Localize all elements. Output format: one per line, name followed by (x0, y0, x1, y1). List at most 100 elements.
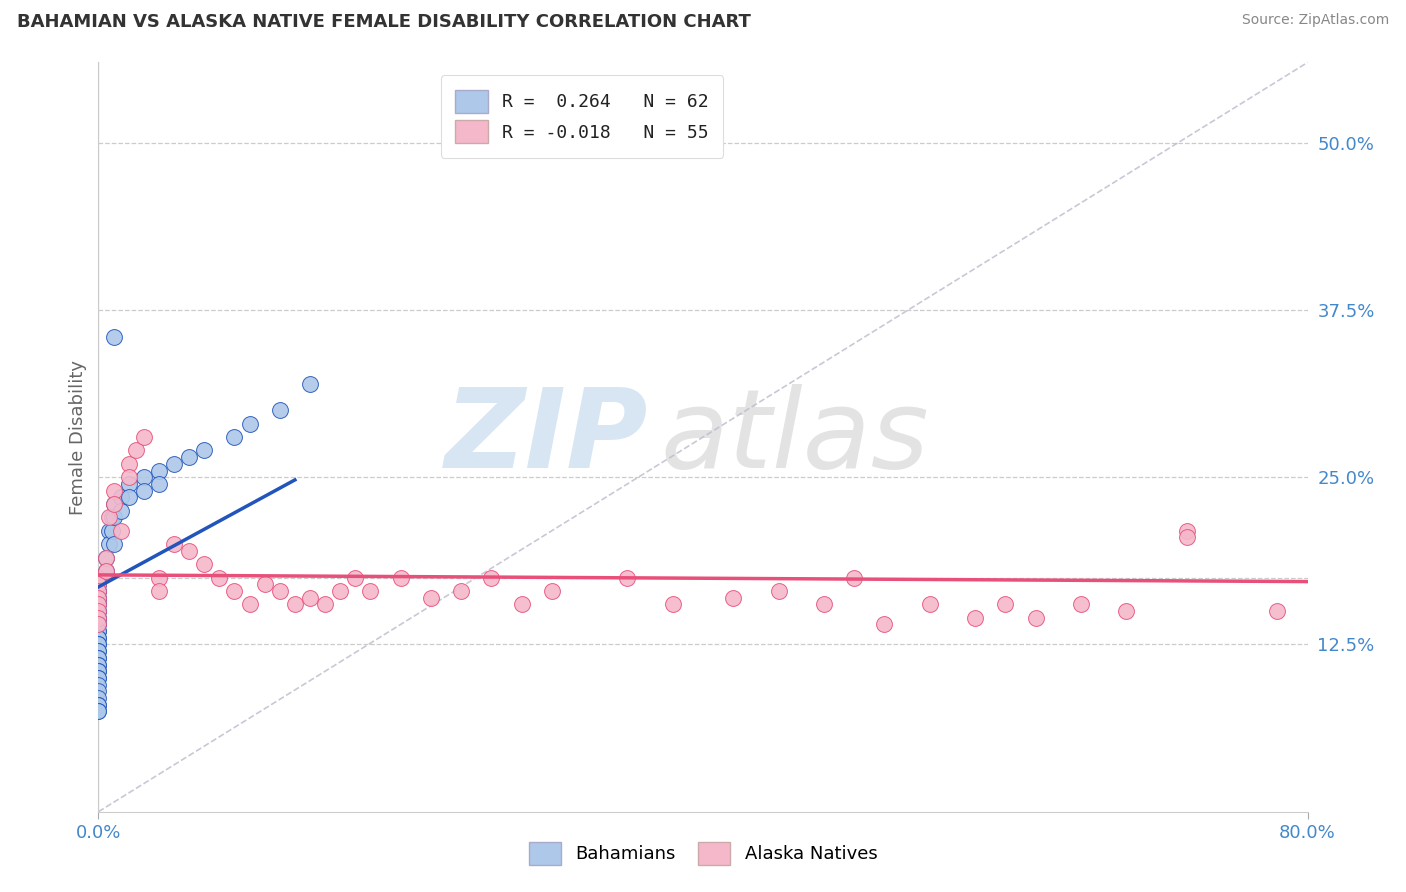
Point (132, 483, 155, 498)
Point (87, 577, 110, 591)
Point (103, 510, 125, 524)
Point (103, 497, 125, 511)
Point (224, 584, 246, 599)
Point (314, 598, 336, 612)
Point (110, 524, 132, 538)
Point (87, 577, 110, 591)
Point (389, 571, 412, 585)
Point (148, 464, 170, 478)
Point (87, 591, 110, 605)
Point (87, 651, 110, 665)
Point (420, 591, 443, 605)
Point (87, 591, 110, 605)
Point (148, 476, 170, 491)
Point (98, 510, 121, 524)
Point (163, 457, 186, 471)
Point (450, 584, 472, 599)
Legend: R =  0.264   N = 62, R = -0.018   N = 55: R = 0.264 N = 62, R = -0.018 N = 55 (441, 75, 723, 158)
Point (103, 483, 125, 498)
Point (94, 564, 117, 578)
Point (616, 571, 638, 585)
Point (87, 698, 110, 712)
Point (360, 584, 382, 599)
Point (284, 598, 307, 612)
Point (87, 698, 110, 712)
Point (103, 497, 125, 511)
Point (103, 537, 125, 551)
Point (813, 598, 835, 612)
Point (87, 598, 110, 612)
Point (87, 591, 110, 605)
Point (873, 617, 896, 632)
Point (87, 664, 110, 679)
Point (918, 598, 941, 612)
Point (87, 671, 110, 685)
Point (481, 571, 503, 585)
Point (87, 657, 110, 672)
Point (87, 631, 110, 645)
Point (87, 690, 110, 705)
Point (87, 631, 110, 645)
Point (224, 430, 246, 444)
Point (87, 577, 110, 591)
Point (87, 598, 110, 612)
Point (87, 584, 110, 599)
Y-axis label: Female Disability: Female Disability (69, 359, 87, 515)
Point (132, 430, 155, 444)
Point (87, 598, 110, 612)
Point (193, 443, 215, 458)
Point (768, 584, 790, 599)
Point (1175, 530, 1198, 544)
Point (94, 564, 117, 578)
Point (193, 557, 215, 572)
Point (118, 491, 141, 505)
Point (94, 550, 117, 565)
Point (344, 571, 367, 585)
Point (132, 470, 155, 484)
Text: atlas: atlas (661, 384, 929, 491)
Point (329, 584, 352, 599)
Point (110, 491, 132, 505)
Point (94, 550, 117, 565)
Point (98, 524, 121, 538)
Text: Source: ZipAtlas.com: Source: ZipAtlas.com (1241, 13, 1389, 28)
Point (87, 571, 110, 585)
Point (163, 537, 186, 551)
Point (87, 617, 110, 632)
Point (239, 417, 262, 431)
Point (101, 510, 124, 524)
Point (87, 624, 110, 639)
Point (1267, 604, 1289, 618)
Point (239, 598, 262, 612)
Point (87, 664, 110, 679)
Point (87, 611, 110, 625)
Point (103, 330, 125, 344)
Point (101, 524, 124, 538)
Point (179, 543, 201, 558)
Point (148, 584, 170, 599)
Point (87, 657, 110, 672)
Point (208, 571, 231, 585)
Point (87, 604, 110, 618)
Point (118, 476, 141, 491)
Point (269, 403, 291, 417)
Point (87, 644, 110, 658)
Point (87, 617, 110, 632)
Point (965, 611, 987, 625)
Point (1024, 611, 1046, 625)
Point (87, 644, 110, 658)
Point (269, 584, 291, 599)
Point (87, 624, 110, 639)
Point (540, 584, 562, 599)
Point (87, 705, 110, 719)
Point (87, 604, 110, 618)
Point (661, 598, 683, 612)
Text: BAHAMIAN VS ALASKA NATIVE FEMALE DISABILITY CORRELATION CHART: BAHAMIAN VS ALASKA NATIVE FEMALE DISABIL… (17, 13, 751, 31)
Point (87, 637, 110, 651)
Point (299, 376, 322, 391)
Point (994, 598, 1017, 612)
Text: ZIP: ZIP (446, 384, 648, 491)
Point (253, 577, 276, 591)
Point (87, 611, 110, 625)
Point (87, 684, 110, 698)
